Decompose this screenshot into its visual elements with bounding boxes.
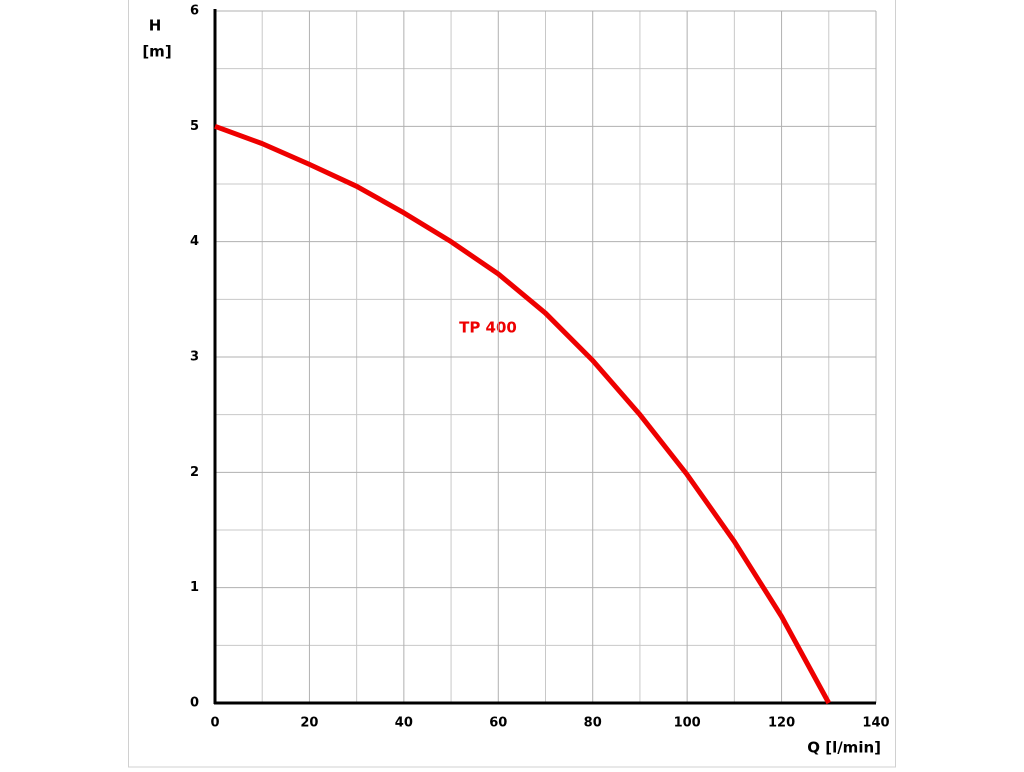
y-axis-label: [m]: [142, 43, 171, 61]
x-tick-label: 100: [674, 716, 701, 731]
x-tick-label: 80: [584, 716, 602, 731]
series-line: [214, 123, 831, 705]
y-tick-label: 1: [190, 580, 199, 595]
y-tick-label: 0: [190, 696, 199, 711]
x-tick-label: 0: [210, 716, 219, 731]
y-tick-label: 5: [190, 119, 199, 134]
y-tick-label: 4: [190, 234, 199, 249]
x-tick-label: 120: [768, 716, 795, 731]
x-tick-label: 40: [395, 716, 413, 731]
x-tick-label: 20: [300, 716, 318, 731]
y-tick-label: 2: [190, 465, 199, 480]
frame: [128, 0, 896, 768]
x-tick-label: 140: [862, 716, 889, 731]
x-axis-label: Q [l/min]: [807, 739, 881, 757]
series-annotation: TP 400: [459, 319, 517, 337]
x-tick-label: 60: [489, 716, 507, 731]
y-axis-label: H: [149, 17, 162, 35]
y-tick-label: 3: [190, 350, 199, 365]
y-tick-label: 6: [190, 4, 199, 19]
